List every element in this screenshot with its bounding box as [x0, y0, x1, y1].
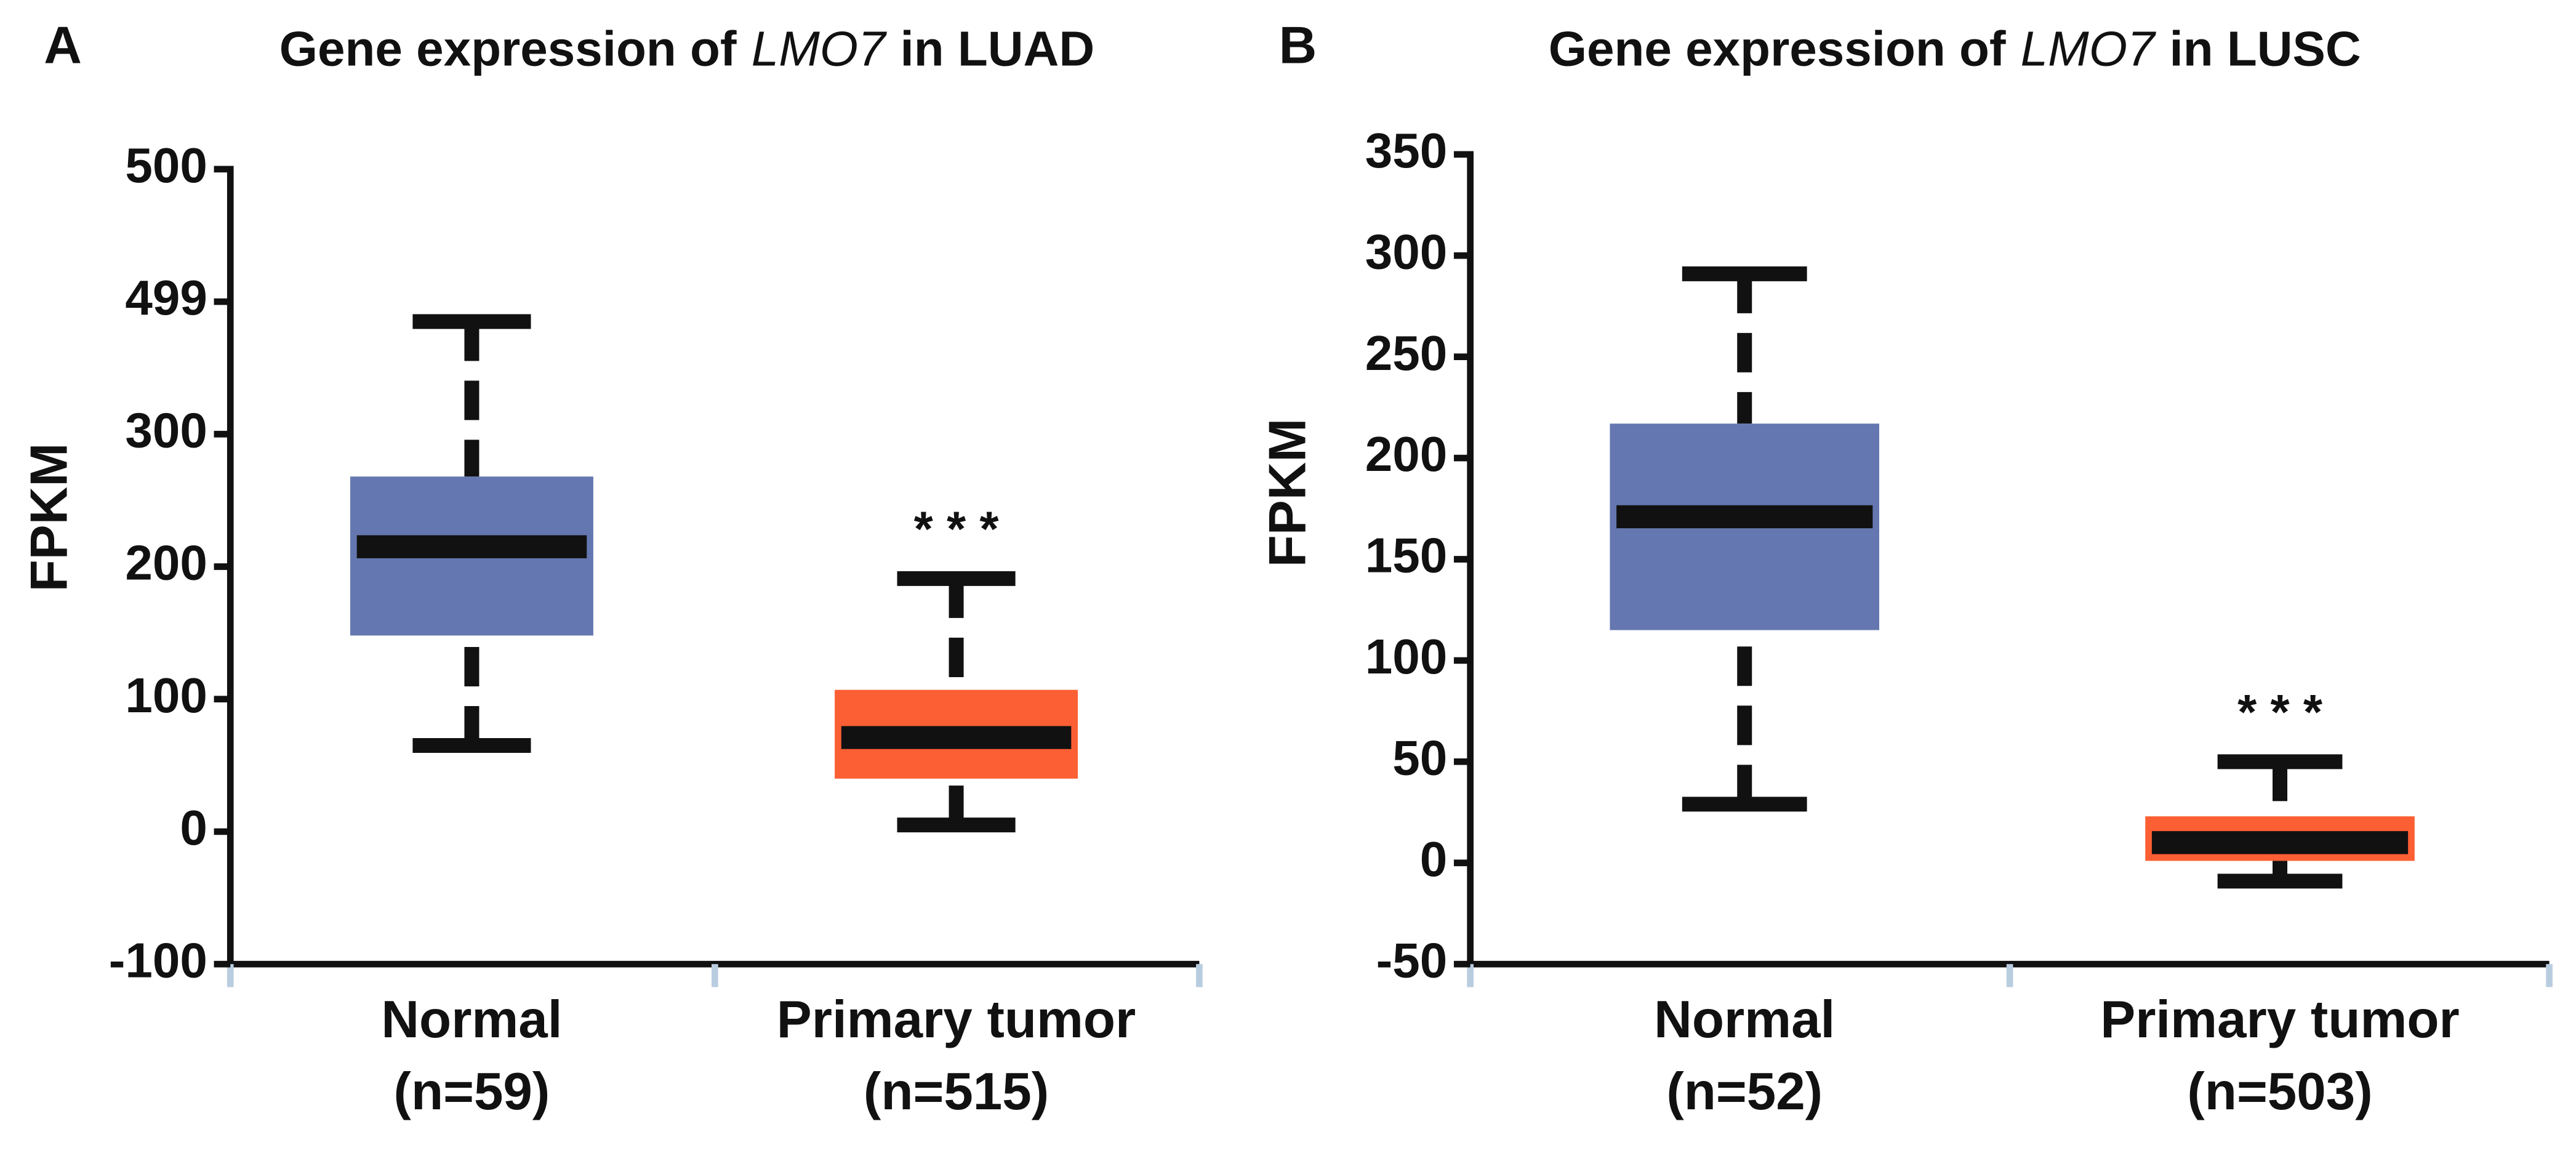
y-tick-label: 499 — [125, 270, 207, 325]
chart-title: Gene expression of LMO7 in LUSC — [1549, 22, 2361, 76]
sample-size: (n=52) — [1666, 1063, 1823, 1121]
y-axis-label: FPKM — [1258, 419, 1317, 568]
significance: * * * — [914, 501, 1000, 556]
chart-title: Gene expression of LMO7 in LUAD — [279, 22, 1094, 76]
y-tick-label: 0 — [180, 800, 207, 855]
y-tick-label: 500 — [125, 138, 207, 193]
significance: * * * — [2237, 685, 2323, 739]
panel-label: B — [1279, 17, 1317, 75]
title-part: in LUSC — [2169, 22, 2361, 76]
title-part: Gene expression of — [279, 22, 737, 76]
sample-size: (n=503) — [2187, 1063, 2372, 1121]
y-tick-label: 150 — [1365, 528, 1448, 583]
sample-size: (n=515) — [864, 1063, 1049, 1121]
y-axis-label: FPKM — [20, 443, 79, 592]
y-tick-label: 100 — [1365, 629, 1448, 684]
title-part: LMO7 — [752, 22, 887, 76]
x-tick-label: Primary tumor — [777, 990, 1136, 1049]
y-tick-label: 200 — [125, 536, 207, 590]
panel-label: A — [44, 17, 82, 75]
sample-size: (n=59) — [394, 1063, 550, 1121]
y-tick-label: 300 — [125, 403, 207, 457]
y-tick-label: -100 — [109, 933, 207, 987]
x-tick-label: Normal — [1654, 990, 1835, 1049]
y-tick-label: 0 — [1420, 832, 1448, 886]
title-part: LMO7 — [2021, 22, 2156, 76]
title-part: Gene expression of — [1549, 22, 2006, 76]
y-tick-label: 200 — [1365, 427, 1448, 481]
y-tick-label: 250 — [1365, 326, 1448, 380]
y-tick-label: -50 — [1376, 933, 1448, 987]
y-tick-label: 300 — [1365, 224, 1448, 279]
x-tick-label: Normal — [381, 990, 562, 1049]
y-tick-label: 50 — [1392, 730, 1447, 785]
x-tick-label: Primary tumor — [2100, 990, 2459, 1049]
y-tick-label: 350 — [1365, 123, 1448, 178]
title-part: in LUAD — [901, 22, 1095, 76]
y-tick-label: 100 — [125, 668, 207, 723]
